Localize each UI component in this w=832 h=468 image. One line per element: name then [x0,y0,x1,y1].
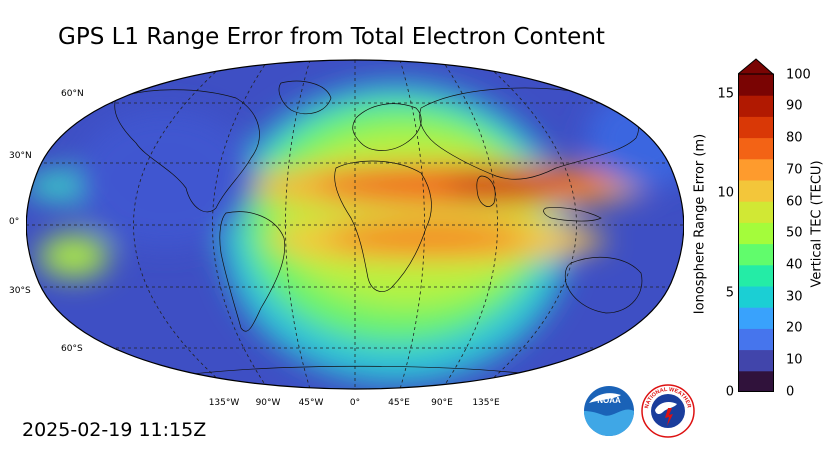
tec-tick-80: 80 [786,130,803,146]
tec-tick-30: 30 [786,289,803,305]
noaa-logo: NOAA [583,385,635,441]
lat-label-0: 0° [9,217,20,227]
range-error-axis-label: Ionosphere Range Error (m) [692,133,708,315]
tec-tick-10: 10 [786,352,803,368]
lon-label-135w: 135°W [208,398,240,408]
range-tick-0: 0 [725,384,734,400]
colorbar-band [738,264,774,287]
tec-tick-40: 40 [786,257,803,273]
colorbar-band [738,180,774,202]
lat-label-30s: 30°S [9,286,31,296]
tec-tick-70: 70 [786,162,803,178]
lon-label-45e: 45°E [388,398,410,408]
tec-tick-20: 20 [786,320,803,336]
range-tick-10: 10 [717,185,734,201]
colorbar-band [738,201,774,223]
lon-label-90w: 90°W [255,398,281,408]
page-title: GPS L1 Range Error from Total Electron C… [58,24,605,50]
colorbar-band [738,116,774,139]
tec-map [26,58,684,391]
colorbar-band [738,349,774,372]
colorbar-band [738,307,774,329]
colorbar-band [738,370,774,392]
colorbar-band [738,137,774,160]
timestamp: 2025-02-19 11:15Z [22,419,207,441]
colorbar-band [738,95,774,117]
map-canvas [26,59,684,390]
svg-text:NOAA: NOAA [597,396,621,405]
tec-tick-100: 100 [786,67,811,83]
tec-axis-label: Vertical TEC (TECU) [809,160,825,288]
lat-label-60s: 60°S [61,344,83,354]
colorbar [738,58,774,392]
colorbar-band [738,74,774,96]
lon-label-45w: 45°W [298,398,324,408]
lon-label-90e: 90°E [431,398,453,408]
tec-tick-0: 0 [786,384,795,400]
colorbar-band [738,222,774,245]
lon-label-135e: 135°E [472,398,500,408]
colorbar-band [738,328,774,351]
globe-outline [26,59,684,390]
tec-tick-60: 60 [786,194,803,210]
range-tick-15: 15 [717,86,734,102]
lat-label-30n: 30°N [9,151,32,161]
nws-logo: NATIONAL WEATHER SERVICE [639,380,695,442]
colorbar-band [738,158,774,181]
lon-label-0: 0° [349,398,361,408]
colorbar-band [738,286,774,308]
lat-label-60n: 60°N [61,89,84,99]
range-tick-5: 5 [725,285,734,301]
tec-tick-50: 50 [786,225,803,241]
colorbar-band [738,243,774,266]
tec-tick-90: 90 [786,98,803,114]
